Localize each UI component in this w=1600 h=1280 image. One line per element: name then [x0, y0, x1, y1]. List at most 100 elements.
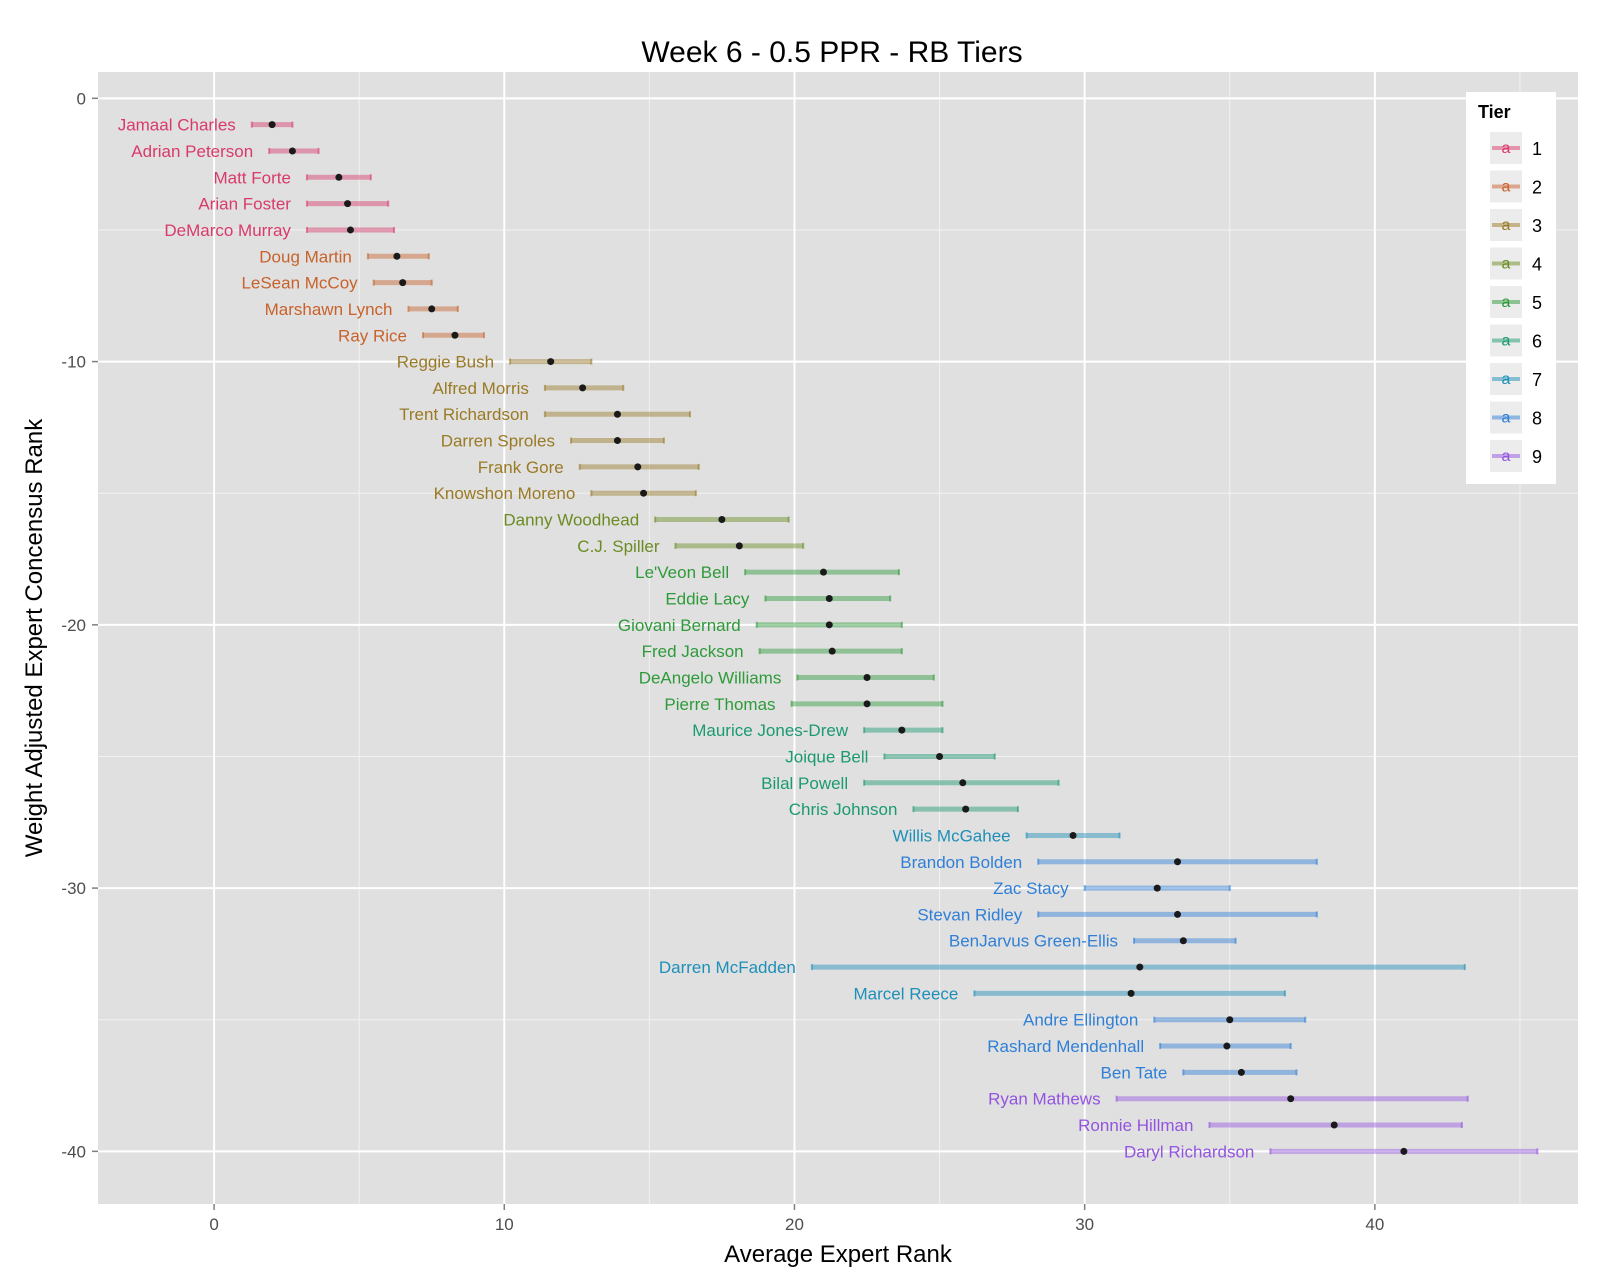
rank-point — [936, 752, 944, 760]
rank-point — [393, 252, 401, 260]
rank-point — [268, 121, 276, 129]
player-label: Knowshon Moreno — [434, 484, 576, 503]
plot-panel — [98, 72, 1578, 1204]
rank-point — [335, 173, 343, 181]
rank-point — [547, 358, 555, 366]
rank-point — [1179, 937, 1187, 945]
rank-point — [1153, 884, 1161, 892]
player-label: Daryl Richardson — [1124, 1142, 1254, 1161]
player-label: Danny Woodhead — [503, 511, 639, 530]
player-label: Ben Tate — [1101, 1063, 1168, 1082]
player-label: Andre Ellington — [1023, 1011, 1138, 1030]
player-label: DeMarco Murray — [164, 221, 291, 240]
rank-point — [613, 437, 621, 445]
rank-point — [1136, 963, 1144, 971]
rank-point — [819, 568, 827, 576]
player-label: Giovani Bernard — [618, 616, 741, 635]
legend-key-glyph: a — [1502, 294, 1511, 311]
rank-point — [962, 805, 970, 813]
player-label: Jamaal Charles — [118, 116, 236, 135]
player-label: Darren McFadden — [659, 958, 796, 977]
x-tick-label: 30 — [1075, 1215, 1094, 1234]
rank-point — [863, 673, 871, 681]
player-label: Ronnie Hillman — [1078, 1116, 1193, 1135]
legend-key-glyph: a — [1502, 140, 1511, 157]
rank-point — [1287, 1095, 1295, 1103]
x-tick-label: 10 — [495, 1215, 514, 1234]
legend-items: a 1 a 2 a 3 a 4 a 5 a 6 a 7 a 8 a 9 — [1490, 132, 1542, 472]
rank-point — [1226, 1016, 1234, 1024]
legend-label: 9 — [1532, 447, 1542, 467]
legend-key-glyph: a — [1502, 217, 1511, 234]
y-tick-label: -30 — [61, 879, 86, 898]
axis-ticks: 0 10 20 30 40 0 -10 -20 -30 -40 — [61, 89, 1384, 1234]
rank-point — [346, 226, 354, 234]
player-label: Reggie Bush — [397, 353, 494, 372]
player-label: LeSean McCoy — [241, 274, 358, 293]
y-axis-title: Weight Adjusted Expert Concensus Rank — [21, 418, 48, 857]
legend: Tier a 1 a 2 a 3 a 4 a 5 a 6 a 7 a 8 a 9 — [1466, 92, 1556, 484]
rank-points — [268, 121, 1408, 1155]
legend-key-glyph: a — [1502, 448, 1511, 465]
rank-point — [1330, 1121, 1338, 1129]
rank-point — [613, 410, 621, 418]
x-tick-label: 0 — [209, 1215, 218, 1234]
legend-key-glyph: a — [1502, 256, 1511, 273]
player-label: Pierre Thomas — [664, 695, 775, 714]
player-label: C.J. Spiller — [577, 537, 660, 556]
rank-point — [428, 305, 436, 313]
player-label: Brandon Bolden — [900, 853, 1022, 872]
player-label: Chris Johnson — [789, 800, 898, 819]
player-labels: Jamaal Charles Adrian Peterson Matt Forte A… — [118, 116, 1255, 1162]
player-label: Eddie Lacy — [665, 590, 750, 609]
y-tick-label: -20 — [61, 616, 86, 635]
rank-point — [288, 147, 296, 155]
legend-label: 5 — [1532, 293, 1542, 313]
rank-point — [1174, 910, 1182, 918]
rank-point — [579, 384, 587, 392]
rank-point — [344, 200, 352, 208]
player-label: DeAngelo Williams — [639, 668, 782, 687]
legend-label: 7 — [1532, 370, 1542, 390]
legend-label: 3 — [1532, 216, 1542, 236]
rank-point — [718, 516, 726, 524]
legend-label: 2 — [1532, 178, 1542, 198]
legend-key-glyph: a — [1502, 410, 1511, 427]
legend-key-glyph: a — [1502, 333, 1511, 350]
rank-point — [634, 463, 642, 471]
player-label: Ryan Mathews — [988, 1090, 1100, 1109]
grid-lines — [98, 72, 1578, 1204]
rank-point — [399, 279, 407, 287]
rank-point — [828, 647, 836, 655]
rank-point — [640, 489, 648, 497]
legend-label: 6 — [1532, 332, 1542, 352]
y-tick-label: -10 — [61, 353, 86, 372]
rank-point — [451, 331, 459, 339]
player-label: Stevan Ridley — [917, 905, 1022, 924]
player-label: Frank Gore — [478, 458, 564, 477]
x-tick-label: 20 — [785, 1215, 804, 1234]
player-label: Trent Richardson — [399, 405, 529, 424]
x-axis-title: Average Expert Rank — [724, 1241, 953, 1268]
player-label: Marcel Reece — [854, 984, 959, 1003]
player-label: Joique Bell — [785, 747, 868, 766]
player-label: Matt Forte — [213, 168, 290, 187]
rank-point — [1400, 1147, 1408, 1155]
player-label: Alfred Morris — [433, 379, 529, 398]
legend-label: 1 — [1532, 139, 1542, 159]
player-label: Zac Stacy — [993, 879, 1069, 898]
player-label: Arian Foster — [198, 195, 291, 214]
legend-label: 8 — [1532, 409, 1542, 429]
player-label: BenJarvus Green-Ellis — [949, 932, 1118, 951]
player-label: Marshawn Lynch — [265, 300, 393, 319]
rank-point — [1069, 831, 1077, 839]
y-tick-label: 0 — [77, 89, 86, 108]
rank-point — [1127, 989, 1135, 997]
player-label: Ray Rice — [338, 326, 407, 345]
x-tick-label: 40 — [1365, 1215, 1384, 1234]
player-label: Willis McGahee — [893, 826, 1011, 845]
rank-point — [959, 779, 967, 787]
player-label: Bilal Powell — [761, 774, 848, 793]
player-label: Darren Sproles — [441, 432, 555, 451]
